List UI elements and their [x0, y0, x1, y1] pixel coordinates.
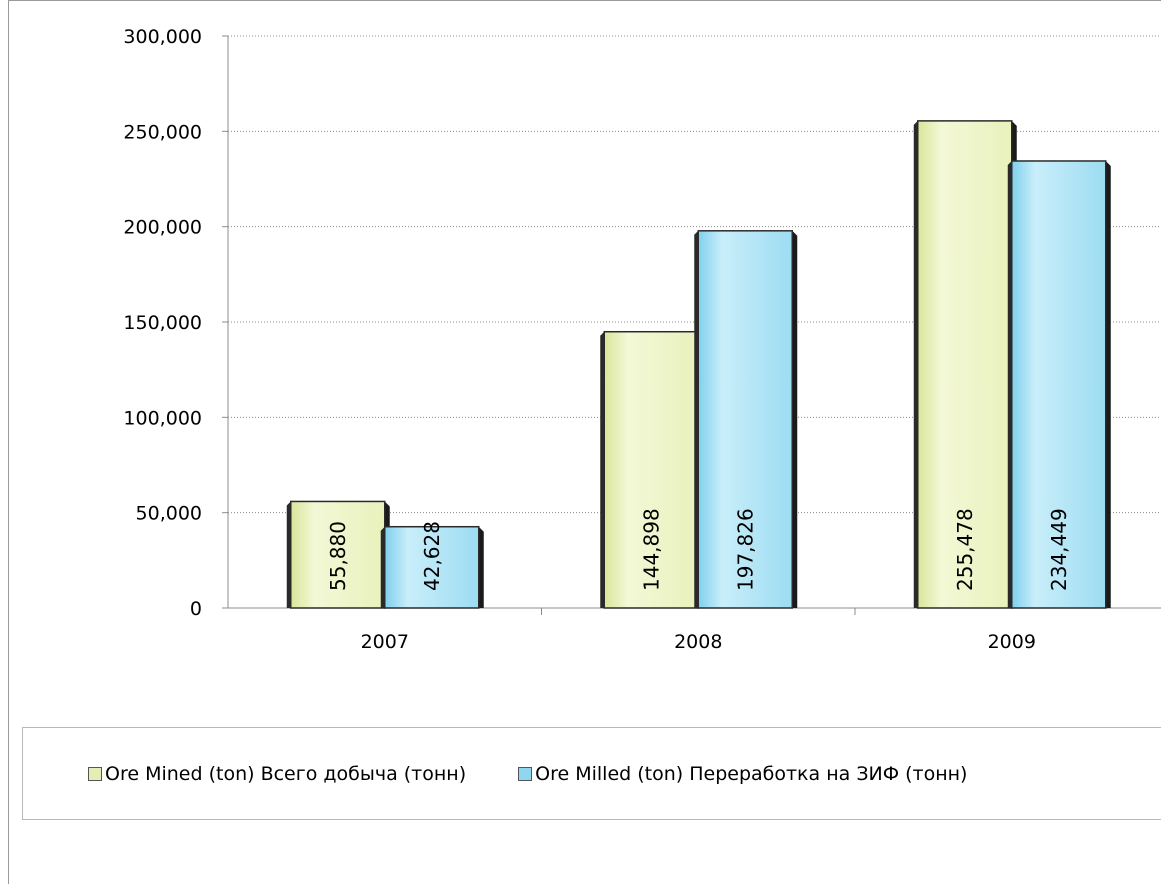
data-label: 144,898: [639, 508, 663, 591]
bar-side: [478, 526, 484, 608]
bar-edge: [1007, 160, 1012, 609]
bar-side: [1105, 160, 1111, 609]
legend-swatch-ore-milled: [518, 766, 533, 781]
y-tick-label: 50,000: [136, 503, 202, 525]
x-tick-label: 2008: [674, 631, 722, 653]
legend-entry-ore-milled: Ore Milled (ton) Переработка на ЗИФ (тон…: [518, 763, 967, 785]
bar-edge: [694, 230, 699, 608]
bar: [290, 500, 386, 609]
bar-edge: [380, 526, 385, 608]
bar: [384, 525, 480, 609]
bar-edge: [913, 120, 918, 608]
legend: Ore Mined (ton) Всего добыча (тонн) Ore …: [22, 727, 1161, 820]
y-tick-label: 200,000: [123, 217, 202, 239]
bar-edge: [600, 331, 605, 608]
data-label: 55,880: [326, 521, 350, 591]
bar-edge: [286, 501, 291, 608]
x-tick-label: 2007: [361, 631, 409, 653]
y-tick-label: 250,000: [123, 121, 202, 143]
y-tick-label: 100,000: [123, 407, 202, 429]
legend-entry-ore-mined: Ore Mined (ton) Всего добыча (тонн): [88, 763, 466, 785]
bar: [603, 330, 699, 609]
data-label: 255,478: [953, 508, 977, 591]
bar-chart: 0 50,000 100,000 150,000 200,000 250,000 300,0…: [123, 26, 1161, 653]
bar-side: [792, 230, 798, 608]
legend-label-ore-milled: Ore Milled (ton) Переработка на ЗИФ (тон…: [535, 762, 968, 785]
legend-swatch-ore-mined: [88, 766, 102, 781]
y-tick-label: 300,000: [123, 26, 202, 48]
legend-label-ore-mined: Ore Mined (ton) Всего добыча (тонн): [105, 762, 467, 785]
data-label: 42,628: [420, 521, 444, 591]
x-tick-label: 2009: [988, 631, 1036, 653]
y-tick-label: 0: [190, 598, 202, 620]
bar: [697, 230, 793, 609]
bar: [1011, 160, 1107, 609]
data-label: 197,826: [733, 508, 757, 591]
bar: [917, 120, 1013, 609]
y-tick-label: 150,000: [123, 312, 202, 334]
chart-frame: [8, 0, 1161, 884]
data-label: 234,449: [1047, 508, 1071, 591]
